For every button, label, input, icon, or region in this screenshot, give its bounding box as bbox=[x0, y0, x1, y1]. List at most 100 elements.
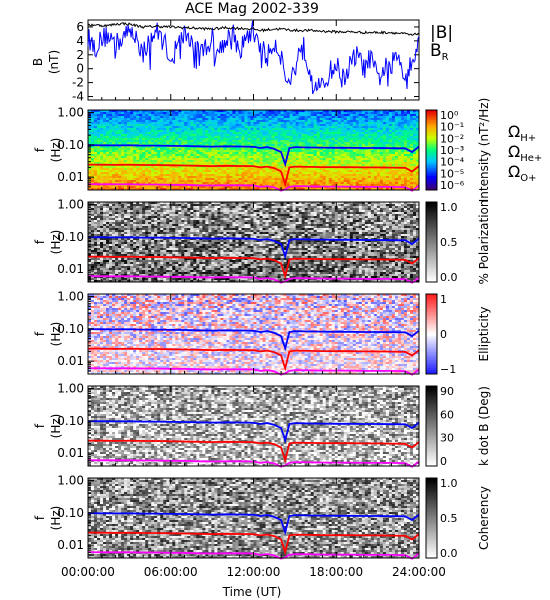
intensity-cell bbox=[364, 120, 369, 123]
intensity-cell bbox=[232, 120, 236, 123]
intensity-cell bbox=[178, 176, 182, 179]
intensity-cell bbox=[391, 124, 396, 127]
intensity-cell bbox=[274, 152, 278, 155]
intensity-cell bbox=[370, 156, 375, 159]
polarization-cell bbox=[313, 206, 317, 209]
intensity-cell bbox=[163, 172, 167, 175]
intensity-cell bbox=[343, 168, 348, 171]
intensity-cell bbox=[157, 142, 161, 145]
intensity-cell bbox=[370, 128, 375, 131]
intensity-cell bbox=[307, 136, 311, 139]
intensity-cell bbox=[172, 114, 176, 117]
polarization-cell bbox=[298, 206, 302, 209]
intensity-cell bbox=[343, 164, 348, 167]
intensity-cell bbox=[220, 112, 224, 115]
intensity-cell bbox=[229, 188, 233, 191]
intensity-cell bbox=[409, 184, 414, 187]
intensity-cell bbox=[238, 172, 242, 175]
intensity-cell bbox=[352, 132, 357, 135]
intensity-cell bbox=[193, 120, 197, 123]
intensity-cell bbox=[160, 128, 164, 131]
intensity-cell bbox=[388, 164, 393, 167]
intensity-cell bbox=[181, 160, 185, 163]
polarization-cell bbox=[238, 208, 242, 211]
intensity-cell bbox=[301, 148, 305, 151]
intensity-cell bbox=[223, 136, 227, 139]
intensity-cell bbox=[184, 174, 188, 177]
intensity-cell bbox=[91, 118, 95, 121]
intensity-cell bbox=[373, 188, 378, 191]
intensity-cell bbox=[343, 120, 348, 123]
intensity-cell bbox=[277, 124, 281, 127]
intensity-cell bbox=[103, 166, 107, 169]
intensity-cell bbox=[238, 114, 242, 117]
intensity-cell bbox=[379, 116, 384, 119]
intensity-cell bbox=[376, 184, 381, 187]
intensity-cell bbox=[397, 144, 402, 147]
intensity-cell bbox=[196, 110, 200, 113]
intensity-cell bbox=[145, 176, 149, 179]
intensity-cell bbox=[280, 160, 284, 163]
intensity-cell bbox=[181, 172, 185, 175]
intensity-cell bbox=[337, 148, 342, 151]
intensity-cell bbox=[127, 186, 131, 189]
intensity-cell bbox=[304, 138, 308, 141]
intensity-cell bbox=[328, 138, 333, 141]
intensity-cell bbox=[202, 116, 206, 119]
intensity-cell bbox=[235, 116, 239, 119]
intensity-cell bbox=[283, 170, 287, 173]
intensity-cell bbox=[178, 162, 182, 165]
intensity-cell bbox=[346, 120, 351, 123]
intensity-cell bbox=[226, 180, 230, 183]
intensity-cell bbox=[310, 120, 314, 123]
intensity-cell bbox=[190, 144, 194, 147]
intensity-cell bbox=[271, 128, 275, 131]
intensity-cell bbox=[397, 176, 402, 179]
intensity-cell bbox=[157, 182, 161, 185]
intensity-cell bbox=[169, 138, 173, 141]
intensity-cell bbox=[271, 158, 275, 161]
colorbar-swatch bbox=[426, 170, 437, 173]
intensity-cell bbox=[346, 130, 351, 133]
intensity-cell bbox=[124, 172, 128, 175]
intensity-cell bbox=[397, 118, 402, 121]
intensity-cell bbox=[241, 148, 245, 151]
intensity-cell bbox=[175, 134, 179, 137]
colorbar-swatch bbox=[426, 172, 437, 175]
intensity-cell bbox=[298, 188, 302, 191]
intensity-cell bbox=[103, 140, 107, 143]
polarization-cell bbox=[376, 202, 381, 205]
intensity-cell bbox=[226, 110, 230, 113]
intensity-cell bbox=[376, 178, 381, 181]
intensity-cell bbox=[262, 116, 266, 119]
intensity-cell bbox=[364, 154, 369, 157]
intensity-cell bbox=[115, 180, 119, 183]
intensity-cell bbox=[265, 150, 269, 153]
intensity-cell bbox=[298, 136, 302, 139]
intensity-cell bbox=[130, 122, 134, 125]
intensity-cell bbox=[136, 148, 140, 151]
intensity-cell bbox=[202, 178, 206, 181]
intensity-cell bbox=[361, 168, 366, 171]
intensity-cell bbox=[286, 126, 290, 129]
polarization-cell bbox=[253, 204, 257, 207]
intensity-cell bbox=[373, 154, 378, 157]
intensity-cell bbox=[94, 112, 98, 115]
intensity-cell bbox=[409, 182, 414, 185]
intensity-cell bbox=[340, 152, 345, 155]
intensity-cell bbox=[175, 158, 179, 161]
intensity-cell bbox=[415, 112, 420, 115]
intensity-cell bbox=[115, 132, 119, 135]
intensity-cell bbox=[331, 132, 336, 135]
intensity-cell bbox=[163, 128, 167, 131]
intensity-cell bbox=[361, 158, 366, 161]
intensity-cell bbox=[220, 128, 224, 131]
polarization-cell bbox=[193, 204, 197, 207]
intensity-cell bbox=[346, 164, 351, 167]
intensity-cell bbox=[205, 162, 209, 165]
intensity-cell bbox=[394, 116, 399, 119]
intensity-cell bbox=[115, 110, 119, 113]
intensity-cell bbox=[307, 168, 311, 171]
intensity-cell bbox=[382, 182, 387, 185]
intensity-cell bbox=[160, 110, 164, 113]
